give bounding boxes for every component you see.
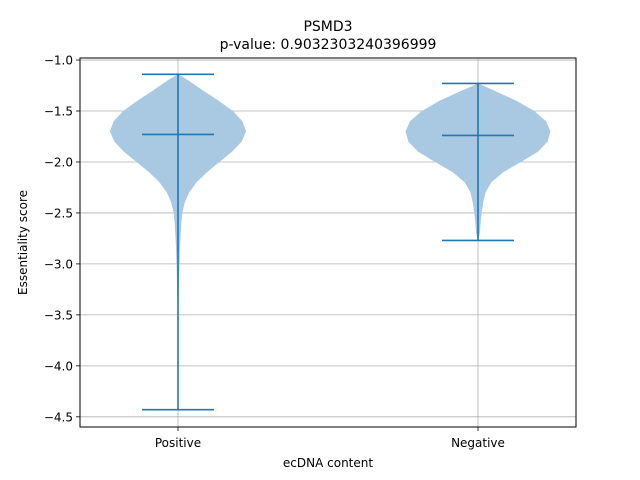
plot-frame (79, 57, 577, 428)
y-tick-label: −4.5 (44, 410, 73, 424)
y-axis-ticks: −1.0 −1.5 −2.0 −2.5 −3.0 −3.5 −4.0 −4.5 (44, 54, 80, 424)
chart-subtitle: p-value: 0.9032303240396999 (220, 37, 437, 53)
y-tick-label: −3.0 (44, 257, 73, 271)
x-axis-ticks: Positive Negative (155, 427, 505, 450)
y-tick-label: −4.0 (44, 359, 73, 373)
y-tick-label: −3.5 (44, 308, 73, 322)
violins (109, 73, 551, 411)
y-axis-label: Essentiality score (16, 190, 30, 295)
y-tick-label: −1.5 (44, 105, 73, 119)
y-tick-label: −2.5 (44, 206, 73, 220)
y-tick-label: −1.0 (44, 54, 73, 68)
x-tick-label: Positive (155, 436, 201, 450)
chart-title: PSMD3 (303, 19, 352, 35)
x-tick-label: Negative (451, 436, 505, 450)
x-axis-label: ecDNA content (283, 456, 373, 470)
y-tick-label: −2.0 (44, 155, 73, 169)
